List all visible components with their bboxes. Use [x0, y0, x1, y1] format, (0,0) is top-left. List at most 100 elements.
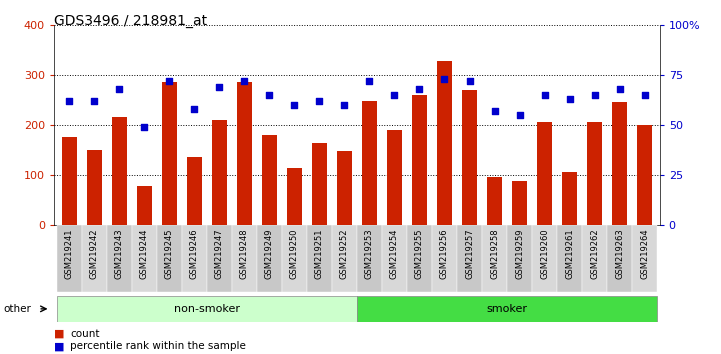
Point	[239, 78, 250, 84]
Bar	[137, 186, 151, 225]
Bar	[612, 102, 627, 225]
Bar	[112, 117, 127, 225]
Bar	[207, 225, 231, 292]
Text: GSM219241: GSM219241	[65, 228, 74, 279]
Text: GSM219264: GSM219264	[640, 228, 649, 279]
Bar	[487, 177, 502, 225]
Bar	[81, 225, 107, 292]
Point	[438, 76, 450, 82]
Bar	[387, 130, 402, 225]
Bar	[312, 143, 327, 225]
Text: smoker: smoker	[487, 304, 528, 314]
Point	[138, 124, 150, 130]
Bar	[132, 225, 156, 292]
Bar	[162, 82, 177, 225]
Text: GSM219248: GSM219248	[240, 228, 249, 279]
Text: GSM219261: GSM219261	[565, 228, 574, 279]
Bar	[412, 95, 427, 225]
Point	[539, 92, 550, 98]
Bar	[432, 225, 457, 292]
Point	[414, 86, 425, 92]
Text: GSM219244: GSM219244	[140, 228, 149, 279]
Text: GSM219250: GSM219250	[290, 228, 298, 279]
Point	[564, 96, 575, 102]
Point	[89, 98, 100, 104]
Text: GSM219242: GSM219242	[89, 228, 99, 279]
Bar	[437, 61, 452, 225]
Text: GSM219254: GSM219254	[390, 228, 399, 279]
Point	[113, 86, 125, 92]
Text: GSM219252: GSM219252	[340, 228, 349, 279]
Bar	[607, 225, 632, 292]
Point	[188, 106, 200, 112]
Point	[63, 98, 75, 104]
Bar	[512, 181, 527, 225]
Bar	[537, 122, 552, 225]
Bar	[332, 225, 357, 292]
Bar	[462, 90, 477, 225]
Bar	[257, 225, 282, 292]
Text: GSM219263: GSM219263	[615, 228, 624, 279]
Point	[288, 102, 300, 108]
Text: other: other	[4, 304, 32, 314]
Bar	[582, 225, 607, 292]
Point	[389, 92, 400, 98]
Bar	[282, 225, 307, 292]
Point	[314, 98, 325, 104]
Point	[464, 78, 475, 84]
Bar	[287, 168, 302, 225]
Bar	[187, 157, 202, 225]
Text: percentile rank within the sample: percentile rank within the sample	[70, 341, 246, 351]
Point	[614, 86, 625, 92]
Text: GSM219253: GSM219253	[365, 228, 374, 279]
Point	[264, 92, 275, 98]
Text: non-smoker: non-smoker	[174, 304, 240, 314]
Text: GSM219247: GSM219247	[215, 228, 224, 279]
Bar	[507, 225, 532, 292]
Text: ■: ■	[54, 341, 65, 351]
Bar	[382, 225, 407, 292]
Bar	[407, 225, 432, 292]
Text: GSM219260: GSM219260	[540, 228, 549, 279]
Point	[363, 78, 375, 84]
Bar	[587, 122, 602, 225]
Text: GSM219249: GSM219249	[265, 228, 274, 279]
Text: GSM219246: GSM219246	[190, 228, 199, 279]
Point	[339, 102, 350, 108]
Bar	[182, 225, 207, 292]
Bar	[307, 225, 332, 292]
Bar	[212, 120, 227, 225]
Bar	[61, 137, 76, 225]
Bar	[107, 225, 132, 292]
Text: GSM219251: GSM219251	[315, 228, 324, 279]
Point	[213, 84, 225, 90]
Text: GSM219256: GSM219256	[440, 228, 449, 279]
Text: GSM219257: GSM219257	[465, 228, 474, 279]
Text: GSM219255: GSM219255	[415, 228, 424, 279]
Bar	[56, 225, 81, 292]
Text: count: count	[70, 329, 99, 339]
Text: GSM219259: GSM219259	[515, 228, 524, 279]
Bar	[482, 225, 507, 292]
Bar	[362, 101, 377, 225]
Bar	[56, 296, 357, 321]
Text: GDS3496 / 218981_at: GDS3496 / 218981_at	[54, 14, 207, 28]
Text: GSM219258: GSM219258	[490, 228, 499, 279]
Bar	[557, 225, 582, 292]
Point	[589, 92, 601, 98]
Text: GSM219262: GSM219262	[590, 228, 599, 279]
Text: GSM219243: GSM219243	[115, 228, 123, 279]
Bar	[637, 125, 653, 225]
Bar	[231, 225, 257, 292]
Point	[514, 112, 526, 118]
Point	[164, 78, 175, 84]
Bar	[262, 135, 277, 225]
Bar	[357, 225, 382, 292]
Bar	[532, 225, 557, 292]
Point	[639, 92, 650, 98]
Text: GSM219245: GSM219245	[164, 228, 174, 279]
Text: ■: ■	[54, 329, 65, 339]
Bar	[632, 225, 658, 292]
Bar	[337, 151, 352, 225]
Bar	[236, 82, 252, 225]
